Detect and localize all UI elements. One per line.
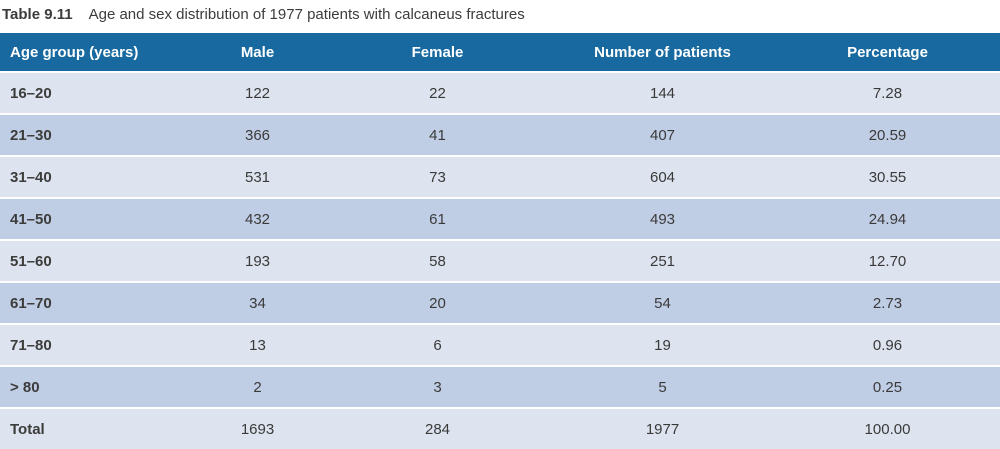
value-cell: 3 [325,365,550,408]
value-cell: 34 [190,281,325,324]
value-cell: 366 [190,113,325,156]
table-body: 16–20 122 22 144 7.28 21–30 366 41 407 20.59 31–40… [0,71,1000,449]
header-cell: Number of patients [550,33,775,72]
value-cell: 12.70 [775,239,1000,282]
value-cell: 604 [550,155,775,198]
header-cell: Male [190,33,325,72]
row-label-cell: > 80 [0,365,190,408]
value-cell: 1693 [190,407,325,449]
value-cell: 2.73 [775,281,1000,324]
row-label-cell: Total [0,407,190,449]
value-cell: 30.55 [775,155,1000,198]
value-cell: 19 [550,323,775,366]
table-number: Table 9.11 [2,6,73,23]
row-label-cell: 16–20 [0,71,190,114]
value-cell: 22 [325,71,550,114]
total-row: Total 1693 284 1977 100.00 [0,407,1000,449]
table-row: 21–30 366 41 407 20.59 [0,113,1000,156]
table-caption: Table 9.11 Age and sex distribution of 19… [0,0,1000,33]
value-cell: 251 [550,239,775,282]
value-cell: 1977 [550,407,775,449]
value-cell: 41 [325,113,550,156]
value-cell: 193 [190,239,325,282]
value-cell: 54 [550,281,775,324]
value-cell: 20 [325,281,550,324]
value-cell: 13 [190,323,325,366]
value-cell: 407 [550,113,775,156]
value-cell: 73 [325,155,550,198]
value-cell: 7.28 [775,71,1000,114]
table-row: 51–60 193 58 251 12.70 [0,239,1000,282]
header-cell: Age group (years) [0,33,190,72]
row-label-cell: 61–70 [0,281,190,324]
value-cell: 0.96 [775,323,1000,366]
row-label-cell: 71–80 [0,323,190,366]
header-row: Age group (years) Male Female Number of pat… [0,33,1000,72]
value-cell: 2 [190,365,325,408]
value-cell: 144 [550,71,775,114]
table-row: 61–70 34 20 54 2.73 [0,281,1000,324]
data-table: Age group (years) Male Female Number of pat… [0,33,1000,449]
value-cell: 61 [325,197,550,240]
value-cell: 0.25 [775,365,1000,408]
table-title: Age and sex distribution of 1977 patient… [88,6,525,23]
row-label-cell: 31–40 [0,155,190,198]
value-cell: 20.59 [775,113,1000,156]
row-label-cell: 51–60 [0,239,190,282]
value-cell: 24.94 [775,197,1000,240]
value-cell: 122 [190,71,325,114]
value-cell: 493 [550,197,775,240]
row-label-cell: 41–50 [0,197,190,240]
header-cell: Percentage [775,33,1000,72]
value-cell: 58 [325,239,550,282]
value-cell: 5 [550,365,775,408]
table-row: 41–50 432 61 493 24.94 [0,197,1000,240]
table-row: 71–80 13 6 19 0.96 [0,323,1000,366]
value-cell: 6 [325,323,550,366]
table-row: 31–40 531 73 604 30.55 [0,155,1000,198]
table-row: 16–20 122 22 144 7.28 [0,71,1000,114]
value-cell: 284 [325,407,550,449]
value-cell: 432 [190,197,325,240]
value-cell: 100.00 [775,407,1000,449]
header-cell: Female [325,33,550,72]
value-cell: 531 [190,155,325,198]
row-label-cell: 21–30 [0,113,190,156]
table-row: > 80 2 3 5 0.25 [0,365,1000,408]
